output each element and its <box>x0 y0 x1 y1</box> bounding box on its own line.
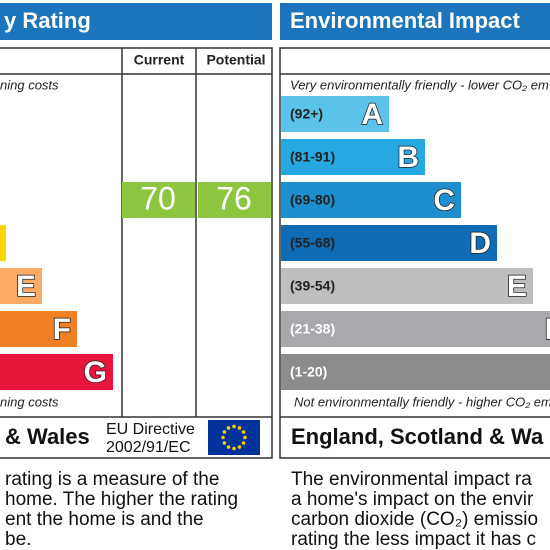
description: ent the home is and the <box>5 509 204 530</box>
band-range: (55-68) <box>290 235 335 251</box>
directive: EU Directive <box>106 421 195 438</box>
band-range: (92+) <box>290 106 323 122</box>
eu-star <box>221 435 225 440</box>
potential-value: 76 <box>216 180 252 216</box>
rating-band <box>281 139 425 175</box>
table-frame <box>0 47 273 459</box>
eu-star <box>222 430 227 434</box>
current-rating <box>122 182 195 218</box>
description: rating the less impact it has c <box>291 529 536 550</box>
column-header: Potential <box>206 52 265 68</box>
eu-star <box>226 426 231 430</box>
directive: 2002/91/EC <box>106 439 191 456</box>
header-bar <box>280 3 550 40</box>
description: carbon dioxide (CO₂) emissio <box>291 509 538 530</box>
rating-band <box>281 268 533 304</box>
band-letter: F <box>545 313 550 346</box>
rating-band <box>0 311 77 347</box>
description: home. The higher the rating <box>5 489 238 510</box>
band-letter: C <box>433 184 455 217</box>
footer-text: & Wales <box>5 424 90 449</box>
band-letter: A <box>361 98 383 131</box>
note: ning costs <box>0 394 59 409</box>
band-range: (69-80) <box>290 192 335 208</box>
eu-star <box>241 441 246 445</box>
rating-band <box>281 96 389 132</box>
band-range: (21-38) <box>290 321 335 337</box>
band-range: (81-91) <box>290 149 335 165</box>
band-range: (1-20) <box>290 364 327 380</box>
description: be. <box>5 529 31 550</box>
eu-star <box>241 430 246 434</box>
description: The environmental impact ra <box>291 469 532 490</box>
rating-band <box>281 225 497 261</box>
band-letter: D <box>469 227 491 260</box>
rating-band <box>0 225 6 261</box>
eu-star <box>232 446 236 451</box>
rating-band <box>281 354 550 390</box>
eu-star <box>226 445 231 449</box>
band-letter: E <box>507 270 527 303</box>
rating-band <box>0 354 113 390</box>
band-letter: G <box>84 356 107 389</box>
note: Very environmentally friendly - lower CO… <box>290 77 549 92</box>
table-frame <box>279 47 550 459</box>
band-range: (39-54) <box>290 278 335 294</box>
band-letter: B <box>397 141 419 174</box>
eu-star <box>222 441 227 445</box>
current-value: 70 <box>140 180 176 216</box>
footer-text: England, Scotland & Wa <box>291 424 544 449</box>
header-bar <box>0 3 272 40</box>
eu-star <box>232 424 236 429</box>
rating-band <box>281 182 461 218</box>
header-title: Environmental Impact <box>290 8 521 33</box>
potential-rating <box>198 182 271 218</box>
description: a home's impact on the envir <box>291 489 534 510</box>
eu-star <box>237 426 242 430</box>
eu-star <box>243 435 247 440</box>
description: rating is a measure of the <box>5 469 219 490</box>
rating-band <box>0 268 42 304</box>
header-title: y Rating <box>4 8 91 33</box>
band-letter: F <box>53 313 71 346</box>
note: Not environmentally friendly - higher CO… <box>294 394 550 409</box>
rating-band <box>281 311 550 347</box>
eu-star <box>237 445 242 449</box>
column-header: Current <box>134 52 185 68</box>
note: ning costs <box>0 77 59 92</box>
band-letter: E <box>16 270 36 303</box>
